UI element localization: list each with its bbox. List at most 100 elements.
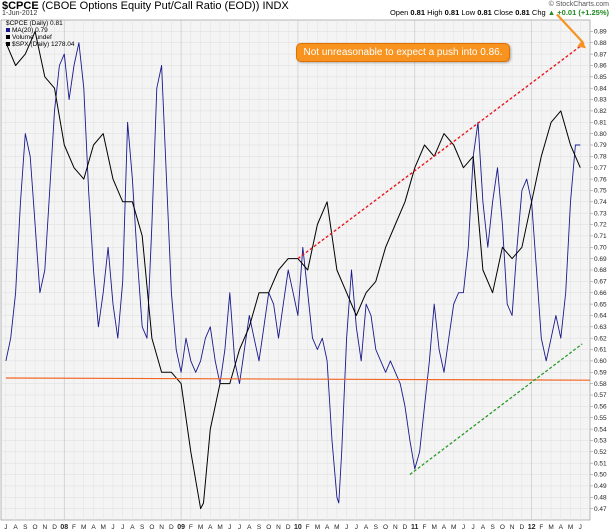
x-tick-label: J xyxy=(121,524,124,531)
x-tick-label: J xyxy=(355,524,358,531)
y-tick-label: 0.52 xyxy=(594,449,607,456)
y-tick-label: 0.87 xyxy=(594,51,607,58)
y-tick-label: 0.59 xyxy=(594,369,607,376)
x-tick-label: S xyxy=(257,524,262,531)
ma20-line xyxy=(5,42,581,504)
low-value: 0.81 xyxy=(477,8,492,17)
y-tick-label: 0.75 xyxy=(594,188,607,195)
x-tick-label: D xyxy=(403,524,408,531)
x-tick-label: 10 xyxy=(294,524,302,531)
x-tick-label: A xyxy=(325,524,330,531)
y-tick-label: 0.51 xyxy=(594,460,607,467)
y-tick-label: 0.85 xyxy=(594,74,607,81)
x-tick-label: F xyxy=(423,524,427,531)
open-value: 0.81 xyxy=(410,8,426,17)
high-value: 0.81 xyxy=(444,8,460,17)
x-tick-label: A xyxy=(247,524,252,531)
x-tick-label: J xyxy=(228,524,231,531)
y-tick-label: 0.66 xyxy=(594,290,607,297)
x-tick-label: O xyxy=(33,524,38,531)
y-tick-label: 0.86 xyxy=(594,63,607,70)
legend-spx-swatch xyxy=(6,42,10,47)
y-tick-label: 0.58 xyxy=(594,381,607,388)
y-tick-label: 0.57 xyxy=(594,392,607,399)
x-tick-label: O xyxy=(266,524,271,531)
x-tick-label: 11 xyxy=(411,524,419,531)
x-tick-label: S xyxy=(490,524,495,531)
x-tick-label: O xyxy=(500,524,505,531)
annotation-arrow xyxy=(556,13,587,49)
legend-ma-label: MA(20) 0.79 xyxy=(12,27,48,34)
x-tick-label: D xyxy=(169,524,174,531)
y-tick-label: 0.49 xyxy=(594,483,607,490)
y-tick-label: 0.89 xyxy=(594,29,607,36)
y-tick-label: 0.83 xyxy=(594,97,607,104)
y-tick-label: 0.53 xyxy=(594,438,607,445)
x-tick-label: O xyxy=(383,524,388,531)
x-tick-label: M xyxy=(101,524,106,531)
arrow-shaft xyxy=(556,13,584,44)
x-tick-label: N xyxy=(393,524,398,531)
support-line xyxy=(5,377,591,381)
arrow-head-icon xyxy=(577,40,587,49)
chart-title: $CPCE (CBOE Options Equity Put/Call Rati… xyxy=(2,0,289,12)
x-tick-label: M xyxy=(334,524,339,531)
x-tick-label: J xyxy=(462,524,465,531)
legend-spx-label: $SPX (Daily) 1278.04 xyxy=(12,41,75,48)
chg-up-icon: ▲ xyxy=(547,8,556,17)
y-tick-label: 0.47 xyxy=(594,506,607,513)
x-tick-label: D xyxy=(519,524,524,531)
y-tick-label: 0.70 xyxy=(594,244,607,251)
open-label: Open xyxy=(389,8,409,17)
y-tick-label: 0.56 xyxy=(594,404,607,411)
x-tick-label: J xyxy=(238,524,241,531)
y-tick-label: 0.62 xyxy=(594,335,607,342)
y-tick-label: 0.54 xyxy=(594,426,607,433)
y-tick-label: 0.65 xyxy=(594,301,607,308)
x-tick-label: M xyxy=(548,524,553,531)
y-tick-label: 0.79 xyxy=(594,142,607,149)
x-tick-label: A xyxy=(13,524,18,531)
legend-volume: Volume undef xyxy=(6,34,52,42)
x-tick-label: D xyxy=(286,524,291,531)
y-tick-label: 0.69 xyxy=(594,256,607,263)
x-tick-label: F xyxy=(72,524,76,531)
y-tick-label: 0.74 xyxy=(594,199,607,206)
x-tick-label: A xyxy=(130,524,135,531)
x-tick-label: S xyxy=(140,524,145,531)
x-tick-label: N xyxy=(510,524,515,531)
x-tick-label: M xyxy=(568,524,573,531)
y-tick-label: 0.64 xyxy=(594,313,607,320)
x-tick-label: N xyxy=(276,524,281,531)
low-label: Low xyxy=(461,8,476,17)
x-tick-label: D xyxy=(52,524,57,531)
y-tick-label: 0.55 xyxy=(594,415,607,422)
annotation-callout: Not unreasonable to expect a push into 0… xyxy=(296,43,510,62)
x-tick-label: M xyxy=(432,524,437,531)
legend-ma-swatch xyxy=(6,28,10,33)
chg-value: +0.01 (+1.25%) xyxy=(557,8,609,17)
x-tick-label: M xyxy=(315,524,320,531)
x-tick-label: J xyxy=(345,524,348,531)
legend-ma: MA(20) 0.79 xyxy=(6,27,48,35)
y-tick-label: 0.88 xyxy=(594,40,607,47)
y-tick-label: 0.81 xyxy=(594,119,607,126)
y-tick-label: 0.76 xyxy=(594,176,607,183)
legend-volume-swatch xyxy=(6,35,10,40)
high-label: High xyxy=(427,8,443,17)
x-tick-label: J xyxy=(472,524,475,531)
x-tick-label: A xyxy=(442,524,447,531)
y-tick-label: 0.63 xyxy=(594,324,607,331)
y-axis: 0.89 0.88 0.87 0.86 0.85 0.84 0.83 0.82 0.81 0.80… xyxy=(590,29,607,513)
legend-cpce: $CPCE (Daily) 0.81 xyxy=(6,20,63,28)
y-tick-label: 0.77 xyxy=(594,165,607,172)
x-tick-label: J xyxy=(579,524,582,531)
x-axis: J A S O N D 08 F M A M J J A S O N D 09 F M A M J J A S O N D 10 F M A M J J… xyxy=(4,524,582,531)
legend-volume-label: Volume undef xyxy=(12,34,52,41)
grid xyxy=(1,20,590,520)
x-tick-label: O xyxy=(149,524,154,531)
y-tick-label: 0.60 xyxy=(594,358,607,365)
x-tick-label: N xyxy=(159,524,164,531)
x-tick-label: A xyxy=(481,524,486,531)
